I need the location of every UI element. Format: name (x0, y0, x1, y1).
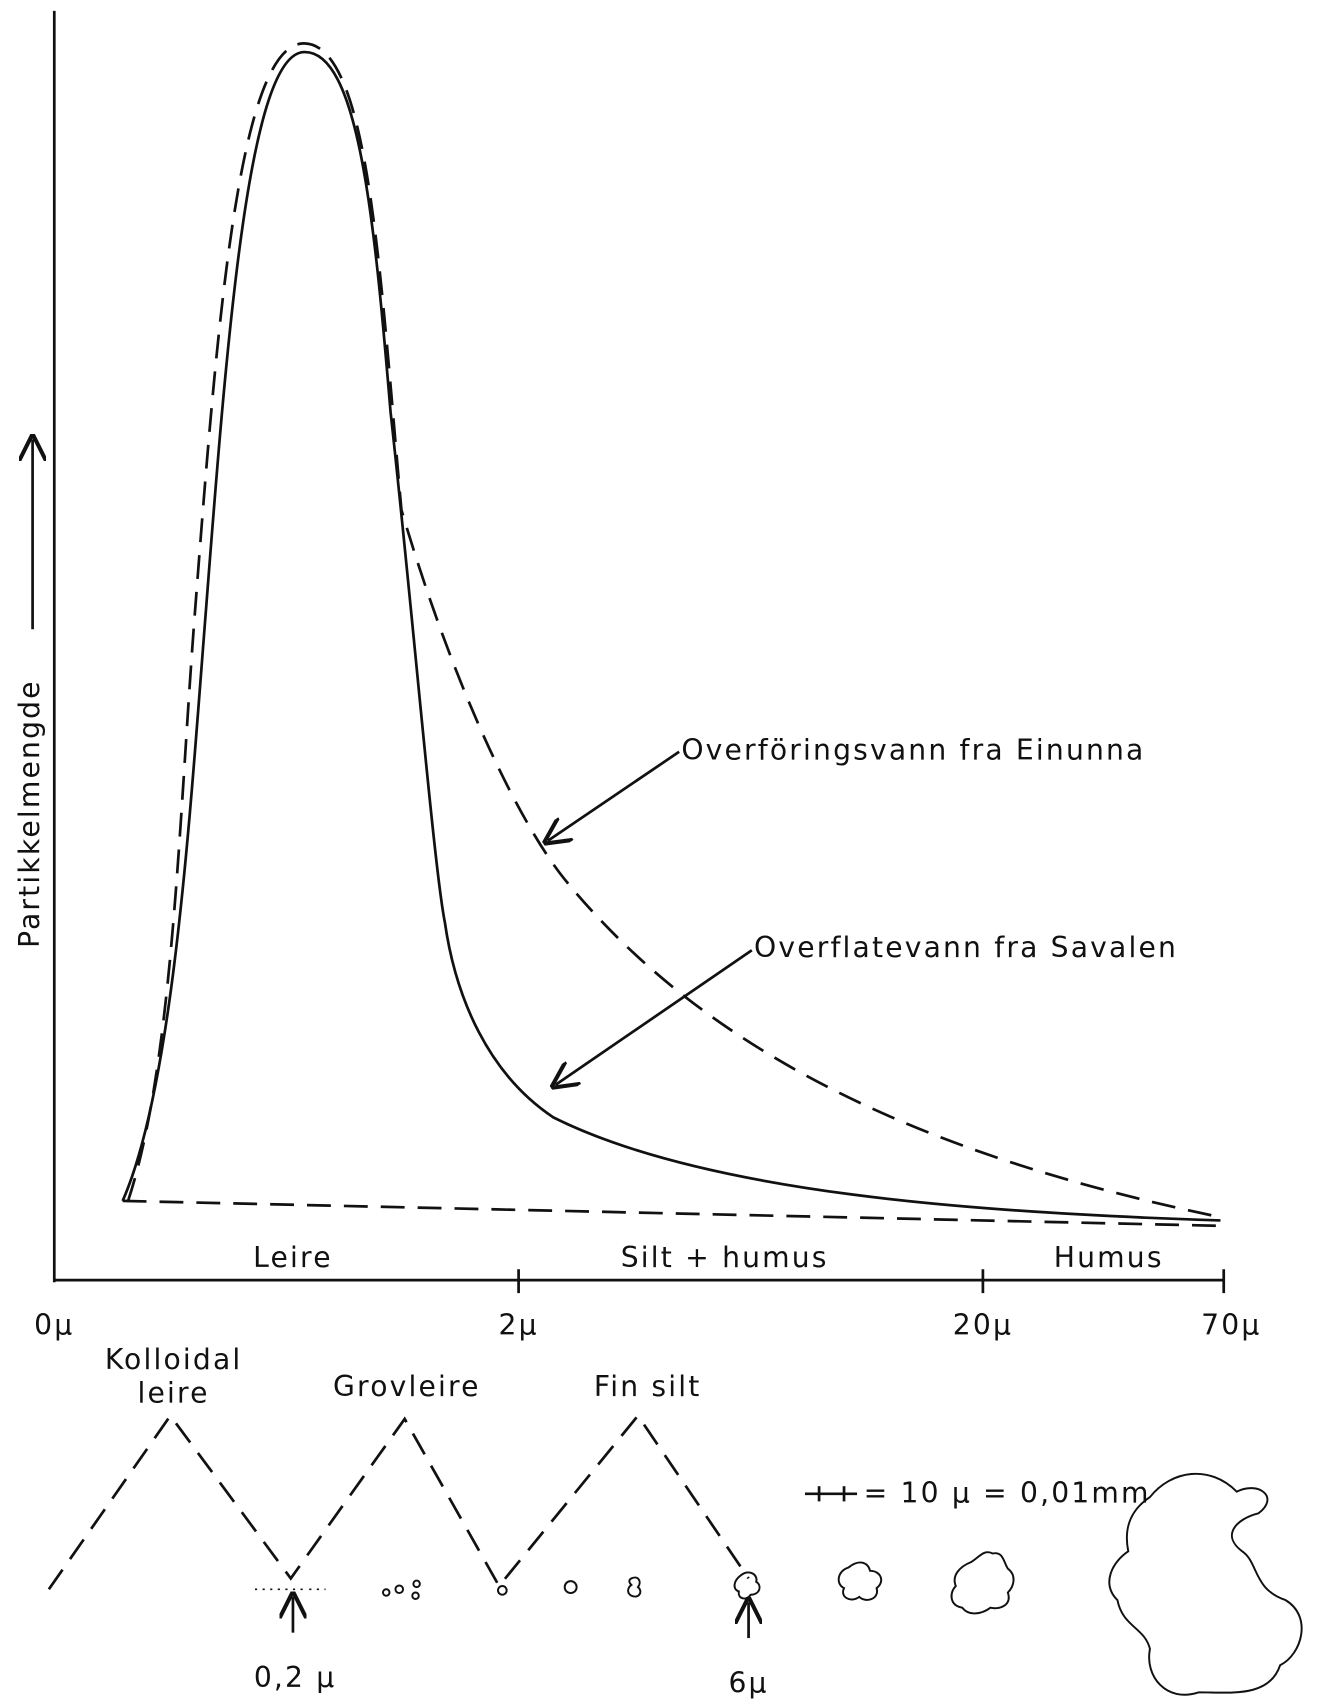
fraction-zigzag (49, 1416, 749, 1590)
curve-einunna (128, 43, 1220, 1217)
marker-label: 6µ (728, 1666, 768, 1699)
x-tick-label: 0µ (34, 1308, 74, 1341)
fraction-label: Grovleire (333, 1370, 481, 1403)
marker-label: 0,2 µ (254, 1661, 337, 1694)
region-label: Humus (1054, 1241, 1164, 1274)
annotation: Overflatevann fra Savalen (754, 931, 1178, 964)
fraction-label: Fin silt (594, 1370, 702, 1403)
scale-label: = 10 µ = 0,01mm (864, 1476, 1151, 1509)
x-tick-label: 2µ (498, 1308, 538, 1341)
curve-savalen (123, 52, 1221, 1220)
x-tick-label: 20µ (953, 1308, 1013, 1341)
page: 0µ 2µ 20µ 70µ Leire Silt + humus Humus P… (0, 0, 1329, 1701)
x-tick-label: 70µ (1201, 1308, 1261, 1341)
fraction-label: Kolloidal (105, 1343, 243, 1376)
annotation: Overföringsvann fra Einunna (681, 733, 1145, 766)
region-label: Leire (253, 1241, 333, 1274)
annotation-arrow (548, 752, 679, 841)
annotation-arrow (555, 950, 751, 1085)
diagram: 0µ 2µ 20µ 70µ Leire Silt + humus Humus P… (0, 0, 1329, 1701)
fraction-label: leire (138, 1377, 210, 1410)
region-label: Silt + humus (621, 1241, 829, 1274)
scale-bar (805, 1486, 857, 1501)
y-axis-label: Partikkelmengde (13, 679, 46, 948)
